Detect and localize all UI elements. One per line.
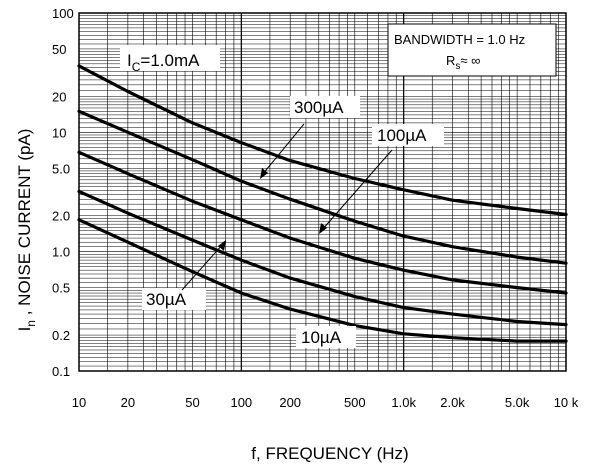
- arrow-30ua: [181, 243, 224, 291]
- x-axis-label: f, FREQUENCY (Hz): [251, 444, 408, 463]
- x-tick-label: 5.0k: [505, 395, 530, 410]
- arrow-300ua: [261, 123, 305, 176]
- label-10-bg: [296, 326, 356, 348]
- y-axis-label: In , NOISE CURRENT (pA): [15, 129, 38, 332]
- series-line-1-0mA: [77, 64, 568, 217]
- x-tick-labels: 10 20 50 100 200 500 1.0k 2.0k 5.0k 10 k: [72, 395, 579, 410]
- label-10ua: 10µA: [301, 328, 342, 347]
- series-line-100A: [77, 150, 568, 295]
- arrowhead-100ua: [319, 223, 327, 234]
- y-tick-label: 10: [52, 125, 66, 140]
- ic-annotation: IC=1.0mA: [127, 51, 200, 74]
- bandwidth-box: [387, 23, 557, 77]
- x-tick-label: 1.0k: [391, 395, 416, 410]
- x-tick-label: 10 k: [554, 395, 579, 410]
- label-100-bg: [372, 124, 444, 146]
- y-tick-label: 5.0: [52, 161, 70, 176]
- y-tick-label: 100: [52, 6, 74, 21]
- series-line-300A: [77, 109, 568, 265]
- label-300-bg: [290, 96, 360, 118]
- series-line-30A: [77, 189, 568, 327]
- label-100ua: 100µA: [377, 126, 427, 145]
- rs-annotation: Rs≈ ∞: [446, 53, 480, 72]
- x-tick-label: 100: [230, 395, 252, 410]
- y-tick-label: 0.1: [52, 364, 70, 379]
- series-line-10A: [77, 218, 568, 343]
- label-30-bg: [142, 288, 206, 310]
- y-tick-label: 2.0: [52, 209, 70, 224]
- y-tick-label: 1.0: [52, 245, 70, 260]
- plot-frame: [78, 12, 567, 372]
- y-tick-label: 50: [52, 42, 66, 57]
- y-tick-labels: 100 50 20 10 5.0 2.0 1.0 0.5 0.2 0.1: [52, 6, 74, 379]
- y-tick-label: 0.2: [52, 328, 70, 343]
- x-tick-label: 20: [121, 395, 135, 410]
- curves: [77, 64, 568, 343]
- ic-label-bg: [120, 45, 220, 71]
- y-tick-label: 20: [52, 89, 66, 104]
- x-tick-label: 10: [72, 395, 86, 410]
- x-tick-label: 200: [279, 395, 301, 410]
- arrow-100ua: [321, 149, 393, 231]
- x-tick-label: 2.0k: [440, 395, 465, 410]
- x-tick-label: 500: [344, 395, 366, 410]
- x-tick-label: 50: [185, 395, 199, 410]
- arrowhead-300ua: [260, 168, 268, 179]
- arrowhead-30ua: [218, 240, 226, 251]
- bandwidth-annotation: BANDWIDTH = 1.0 Hz: [394, 32, 525, 47]
- y-tick-label: 0.5: [52, 281, 70, 296]
- label-30ua: 30µA: [146, 290, 187, 309]
- label-300ua: 300µA: [294, 98, 344, 117]
